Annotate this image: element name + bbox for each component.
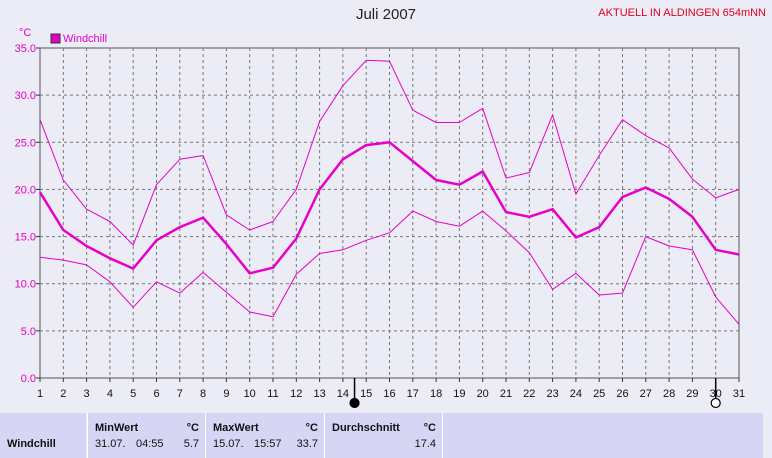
x-tick-label: 26 [616, 388, 628, 400]
x-tick-label: 22 [523, 388, 535, 400]
y-tick-label: 35.0 [15, 43, 36, 55]
x-tick-label: 1 [37, 388, 43, 400]
x-tick-label: 28 [663, 388, 675, 400]
max-unit: °C [305, 422, 318, 434]
avg-header: Durchschnitt [332, 422, 400, 434]
min-unit: °C [186, 422, 199, 434]
x-tick-label: 18 [430, 388, 442, 400]
x-tick-label: 2 [60, 388, 66, 400]
y-tick-label: 25.0 [15, 137, 36, 149]
x-tick-label: 19 [453, 388, 465, 400]
legend-swatch [50, 33, 61, 44]
x-tick-label: 6 [153, 388, 159, 400]
stats-label-section: Windchill [0, 413, 86, 458]
x-tick-label: 4 [107, 388, 113, 400]
avg-value: 17.4 [414, 438, 436, 450]
avg-unit: °C [423, 422, 436, 434]
x-tick-label: 3 [84, 388, 90, 400]
y-tick-label: 5.0 [21, 326, 36, 338]
x-tick-label: 12 [290, 388, 302, 400]
min-value: 5.7 [183, 438, 199, 450]
x-tick-label: 17 [407, 388, 419, 400]
min-date: 31.07. [95, 438, 126, 450]
x-tick-label: 8 [200, 388, 206, 400]
stats-min-section: MinWert °C 31.07. 04:55 5.7 [87, 413, 205, 458]
y-axis-label: °C [19, 27, 31, 39]
x-tick-label: 31 [733, 388, 745, 400]
stats-empty-section [442, 413, 763, 458]
stats-max-section: MaxWert °C 15.07. 15:57 33.7 [205, 413, 324, 458]
x-tick-label: 20 [477, 388, 489, 400]
x-tick-label: 7 [177, 388, 183, 400]
stats-row-label: Windchill [7, 438, 56, 450]
stats-panel: Windchill MinWert °C 31.07. 04:55 5.7 Ma… [0, 413, 772, 458]
x-tick-label: 13 [313, 388, 325, 400]
x-tick-label: 9 [223, 388, 229, 400]
min-header: MinWert [95, 422, 139, 434]
y-tick-label: 0.0 [21, 373, 36, 385]
x-tick-label: 29 [686, 388, 698, 400]
x-tick-label: 14 [337, 388, 349, 400]
x-tick-label: 21 [500, 388, 512, 400]
max-date: 15.07. [213, 438, 244, 450]
x-tick-label: 11 [267, 388, 278, 400]
y-tick-label: 20.0 [15, 184, 36, 196]
new-moon-icon [349, 397, 360, 409]
series-line-avg [38, 141, 740, 275]
chart: 0.05.010.015.020.025.030.035.01 2 3 4 5 6 7 8 9 1… [15, 27, 745, 409]
max-value: 33.7 [296, 438, 318, 450]
legend-label: Windchill [63, 33, 107, 45]
x-tick-label: 24 [570, 388, 582, 400]
stats-avg-section: Durchschnitt °C 17.4 [324, 413, 442, 458]
x-tick-label: 15 [360, 388, 372, 400]
x-tick-label: 10 [244, 388, 256, 400]
y-tick-label: 10.0 [15, 279, 36, 291]
chart-title: Juli 2007 [355, 6, 417, 23]
x-tick-label: 5 [130, 388, 136, 400]
max-time: 15:57 [254, 438, 282, 450]
series-line-min [39, 210, 740, 325]
x-tick-label: 27 [640, 388, 652, 400]
x-tick-label: 23 [546, 388, 558, 400]
y-tick-label: 30.0 [15, 90, 36, 102]
x-tick-label: 16 [383, 388, 395, 400]
min-time: 04:55 [136, 438, 164, 450]
station-label: AKTUELL IN ALDINGEN 654mNN [598, 7, 766, 19]
max-header: MaxWert [213, 422, 259, 434]
x-tick-label: 25 [593, 388, 605, 400]
series-line-max [39, 59, 740, 246]
y-tick-label: 15.0 [15, 232, 36, 244]
full-moon-icon [710, 397, 721, 409]
